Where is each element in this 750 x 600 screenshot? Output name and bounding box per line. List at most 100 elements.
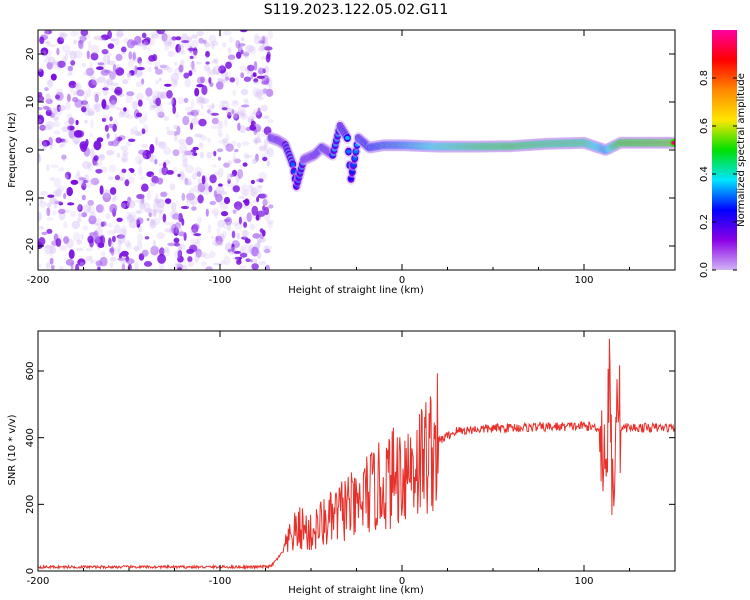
noise-blob bbox=[164, 34, 172, 45]
noise-blob bbox=[189, 61, 196, 69]
noise-blob bbox=[250, 187, 258, 197]
noise-blob bbox=[252, 199, 257, 203]
noise-blob bbox=[189, 122, 194, 130]
noise-blob bbox=[173, 81, 178, 86]
noise-blob bbox=[106, 78, 113, 86]
noise-blob bbox=[96, 154, 106, 159]
noise-blob bbox=[231, 101, 240, 107]
noise-blob bbox=[200, 105, 204, 109]
noise-blob bbox=[240, 112, 245, 117]
noise-blob bbox=[241, 37, 245, 42]
noise-blob bbox=[201, 98, 206, 105]
noise-blob bbox=[109, 95, 117, 105]
noise-blob bbox=[53, 177, 61, 188]
noise-blob bbox=[162, 213, 167, 223]
ridge-core bbox=[671, 140, 675, 145]
noise-blob bbox=[178, 64, 184, 73]
noise-blob bbox=[126, 141, 132, 147]
noise-blob bbox=[69, 30, 79, 37]
noise-blob bbox=[143, 39, 149, 47]
noise-blob bbox=[132, 100, 138, 110]
noise-blob bbox=[252, 80, 260, 85]
noise-blob bbox=[155, 97, 161, 107]
noise-blob bbox=[68, 249, 75, 260]
noise-blob bbox=[207, 137, 211, 144]
noise-blob bbox=[265, 148, 270, 154]
colorbar-gradient bbox=[712, 30, 737, 270]
noise-blob bbox=[75, 82, 82, 92]
noise-blob bbox=[163, 162, 167, 169]
noise-blob bbox=[146, 190, 152, 201]
noise-blob bbox=[189, 195, 198, 206]
noise-blob bbox=[212, 164, 217, 168]
noise-blob bbox=[207, 224, 212, 233]
noise-blob bbox=[176, 125, 181, 136]
noise-blob bbox=[174, 132, 178, 142]
noise-blob bbox=[223, 118, 228, 128]
colorbar: 0.0 0.2 0.4 0.6 0.8 Normalized spectral ampl… bbox=[699, 30, 747, 278]
noise-blob bbox=[226, 182, 233, 188]
ridge-core bbox=[354, 142, 360, 147]
noise-blob bbox=[211, 125, 220, 129]
noise-blob bbox=[155, 199, 164, 203]
noise-blob bbox=[241, 141, 250, 146]
noise-blob bbox=[58, 31, 64, 39]
noise-blob bbox=[209, 251, 216, 259]
noise-blob bbox=[122, 151, 129, 157]
noise-blob bbox=[213, 171, 220, 176]
noise-blob bbox=[266, 219, 274, 225]
noise-blob bbox=[196, 171, 202, 177]
noise-blob bbox=[233, 255, 240, 262]
noise-blob bbox=[45, 262, 51, 269]
noise-blob bbox=[128, 51, 133, 60]
noise-blob bbox=[184, 177, 189, 185]
noise-blob bbox=[46, 41, 49, 47]
noise-blob bbox=[148, 153, 154, 162]
noise-blob bbox=[172, 149, 180, 157]
noise-blob bbox=[210, 40, 219, 47]
noise-blob bbox=[118, 171, 125, 177]
noise-blob bbox=[88, 79, 97, 89]
snr-y-label: SNR (10 * v/v) bbox=[7, 414, 18, 485]
noise-blob bbox=[53, 116, 59, 121]
noise-blob bbox=[104, 124, 109, 132]
noise-blob bbox=[44, 30, 49, 38]
noise-blob bbox=[243, 188, 249, 197]
noise-blob bbox=[65, 101, 71, 111]
noise-blob bbox=[259, 89, 269, 95]
noise-blob bbox=[115, 32, 125, 37]
noise-blob bbox=[252, 233, 261, 239]
noise-blob bbox=[59, 31, 67, 42]
noise-blob bbox=[236, 232, 240, 240]
noise-blob bbox=[113, 89, 121, 94]
noise-blob bbox=[249, 223, 256, 230]
noise-blob bbox=[100, 251, 106, 257]
noise-blob bbox=[225, 133, 230, 141]
noise-blob bbox=[108, 123, 114, 129]
noise-blob bbox=[196, 96, 205, 106]
ridge-core bbox=[349, 170, 355, 174]
noise-blob bbox=[49, 257, 54, 265]
noise-blob bbox=[197, 76, 204, 84]
noise-blob bbox=[142, 42, 147, 51]
noise-blob bbox=[108, 164, 117, 173]
noise-blob bbox=[234, 158, 241, 164]
noise-blob bbox=[189, 238, 199, 245]
noise-blob bbox=[89, 255, 93, 265]
noise-blob bbox=[48, 44, 57, 48]
noise-blob bbox=[163, 248, 171, 257]
noise-blob bbox=[74, 140, 79, 146]
noise-blob bbox=[38, 138, 43, 144]
noise-blob bbox=[237, 122, 241, 131]
noise-blob bbox=[192, 223, 200, 230]
noise-blob bbox=[109, 71, 116, 80]
noise-blob bbox=[59, 138, 66, 143]
noise-blob bbox=[91, 78, 100, 86]
noise-blob bbox=[245, 258, 251, 263]
noise-blob bbox=[128, 218, 138, 229]
noise-blob bbox=[127, 59, 134, 68]
noise-blob bbox=[108, 247, 118, 256]
noise-blob bbox=[105, 213, 111, 220]
noise-blob bbox=[241, 107, 247, 118]
noise-blob bbox=[262, 205, 266, 212]
